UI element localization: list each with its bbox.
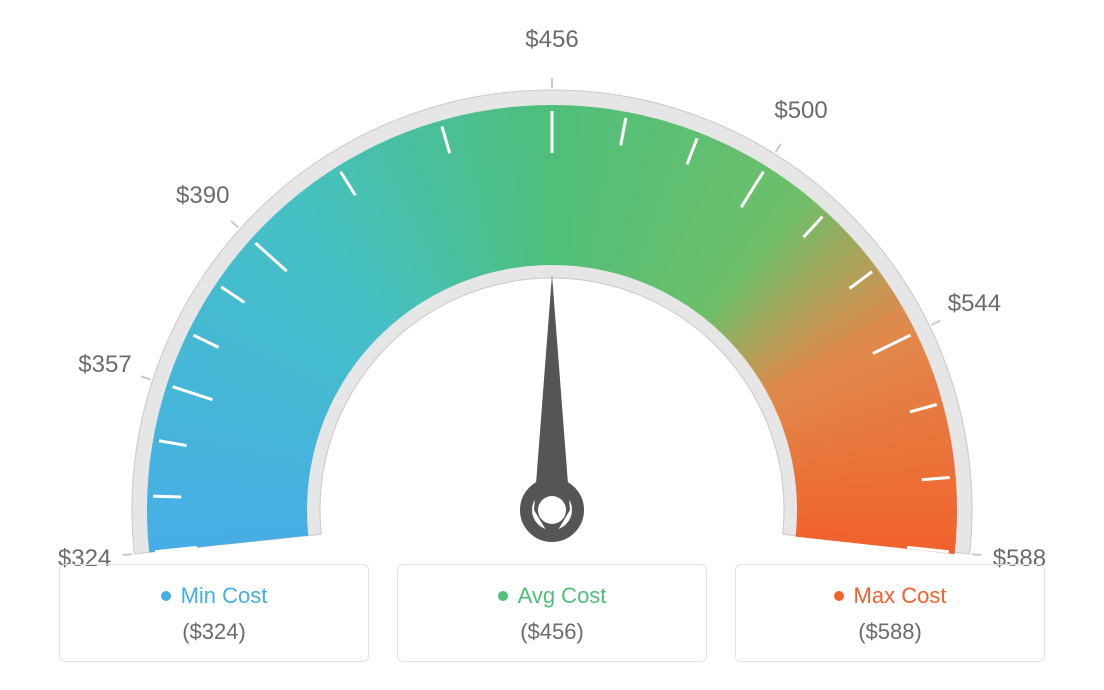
gauge-tick-label: $544 <box>948 290 1001 318</box>
legend-title-min: Min Cost <box>161 583 268 609</box>
legend-value-avg: ($456) <box>408 619 696 645</box>
legend-title-avg-text: Avg Cost <box>518 583 607 609</box>
legend-card-max: Max Cost ($588) <box>735 564 1045 662</box>
gauge-tick-label: $456 <box>525 26 578 54</box>
legend-card-min: Min Cost ($324) <box>59 564 369 662</box>
legend-title-max-text: Max Cost <box>854 583 947 609</box>
gauge-tick-label: $390 <box>176 182 229 210</box>
legend-title-min-text: Min Cost <box>181 583 268 609</box>
legend-title-avg: Avg Cost <box>498 583 607 609</box>
legend-row: Min Cost ($324) Avg Cost ($456) Max Cost… <box>0 564 1104 662</box>
gauge-chart: $324$357$390$456$500$544$588 <box>0 0 1104 560</box>
legend-dot-max <box>834 591 844 601</box>
gauge-svg <box>0 0 1104 560</box>
legend-dot-min <box>161 591 171 601</box>
legend-value-min: ($324) <box>70 619 358 645</box>
legend-value-max: ($588) <box>746 619 1034 645</box>
legend-card-avg: Avg Cost ($456) <box>397 564 707 662</box>
legend-dot-avg <box>498 591 508 601</box>
legend-title-max: Max Cost <box>834 583 947 609</box>
gauge-tick-label: $357 <box>78 351 131 379</box>
gauge-tick-label: $500 <box>774 97 827 125</box>
